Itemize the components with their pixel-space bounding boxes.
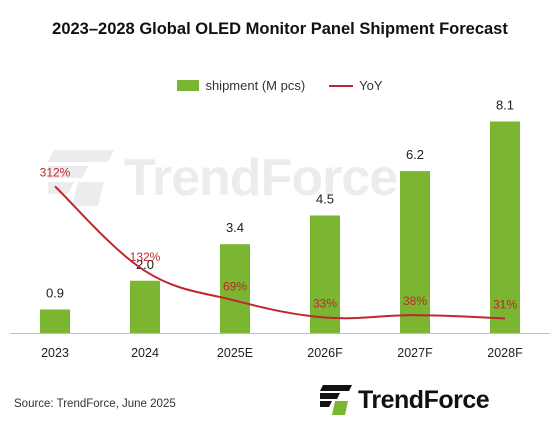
yoy-label: 38% (403, 294, 427, 308)
bar-2026F (310, 215, 340, 333)
chart-legend: shipment (M pcs) YoY (0, 78, 560, 93)
x-tick-label: 2023 (41, 346, 69, 360)
trendforce-logo: TrendForce (320, 380, 490, 420)
bar-2028F (490, 121, 520, 333)
bar-value-label: 6.2 (406, 147, 424, 162)
yoy-line (54, 185, 506, 320)
trendforce-logo-text: TrendForce (358, 385, 490, 414)
x-tick-label: 2026F (307, 346, 343, 360)
chart-title: 2023–2028 Global OLED Monitor Panel Ship… (52, 20, 508, 38)
legend-swatch-yoy (329, 84, 354, 87)
legend-swatch-shipment (177, 80, 200, 91)
yoy-label: 69% (223, 280, 247, 294)
x-tick-label: 2025E (217, 346, 253, 360)
yoy-label: 312% (40, 165, 71, 179)
yoy-label: 33% (313, 296, 337, 310)
bar-2023 (40, 309, 70, 333)
legend-item-shipment: shipment (M pcs) (177, 78, 305, 93)
bar-value-label: 4.5 (316, 192, 334, 207)
x-tick-label: 2028F (487, 346, 523, 360)
yoy-label: 132% (130, 250, 161, 264)
bar-value-label: 8.1 (496, 98, 514, 113)
x-tick-label: 2027F (397, 346, 433, 360)
source-note: Source: TrendForce, June 2025 (14, 398, 176, 410)
yoy-label: 31% (493, 297, 517, 311)
x-tick-label: 2024 (131, 346, 159, 360)
legend-item-yoy: YoY (329, 78, 383, 93)
bar-2027F (400, 171, 430, 333)
bar-2024 (130, 280, 160, 333)
legend-label-shipment: shipment (M pcs) (205, 78, 306, 93)
bar-value-label: 0.9 (46, 286, 64, 301)
trendforce-logo-icon (320, 385, 352, 415)
legend-label-yoy: YoY (359, 78, 383, 93)
bar-value-label: 3.4 (226, 220, 244, 235)
bar-2025E (220, 244, 250, 333)
